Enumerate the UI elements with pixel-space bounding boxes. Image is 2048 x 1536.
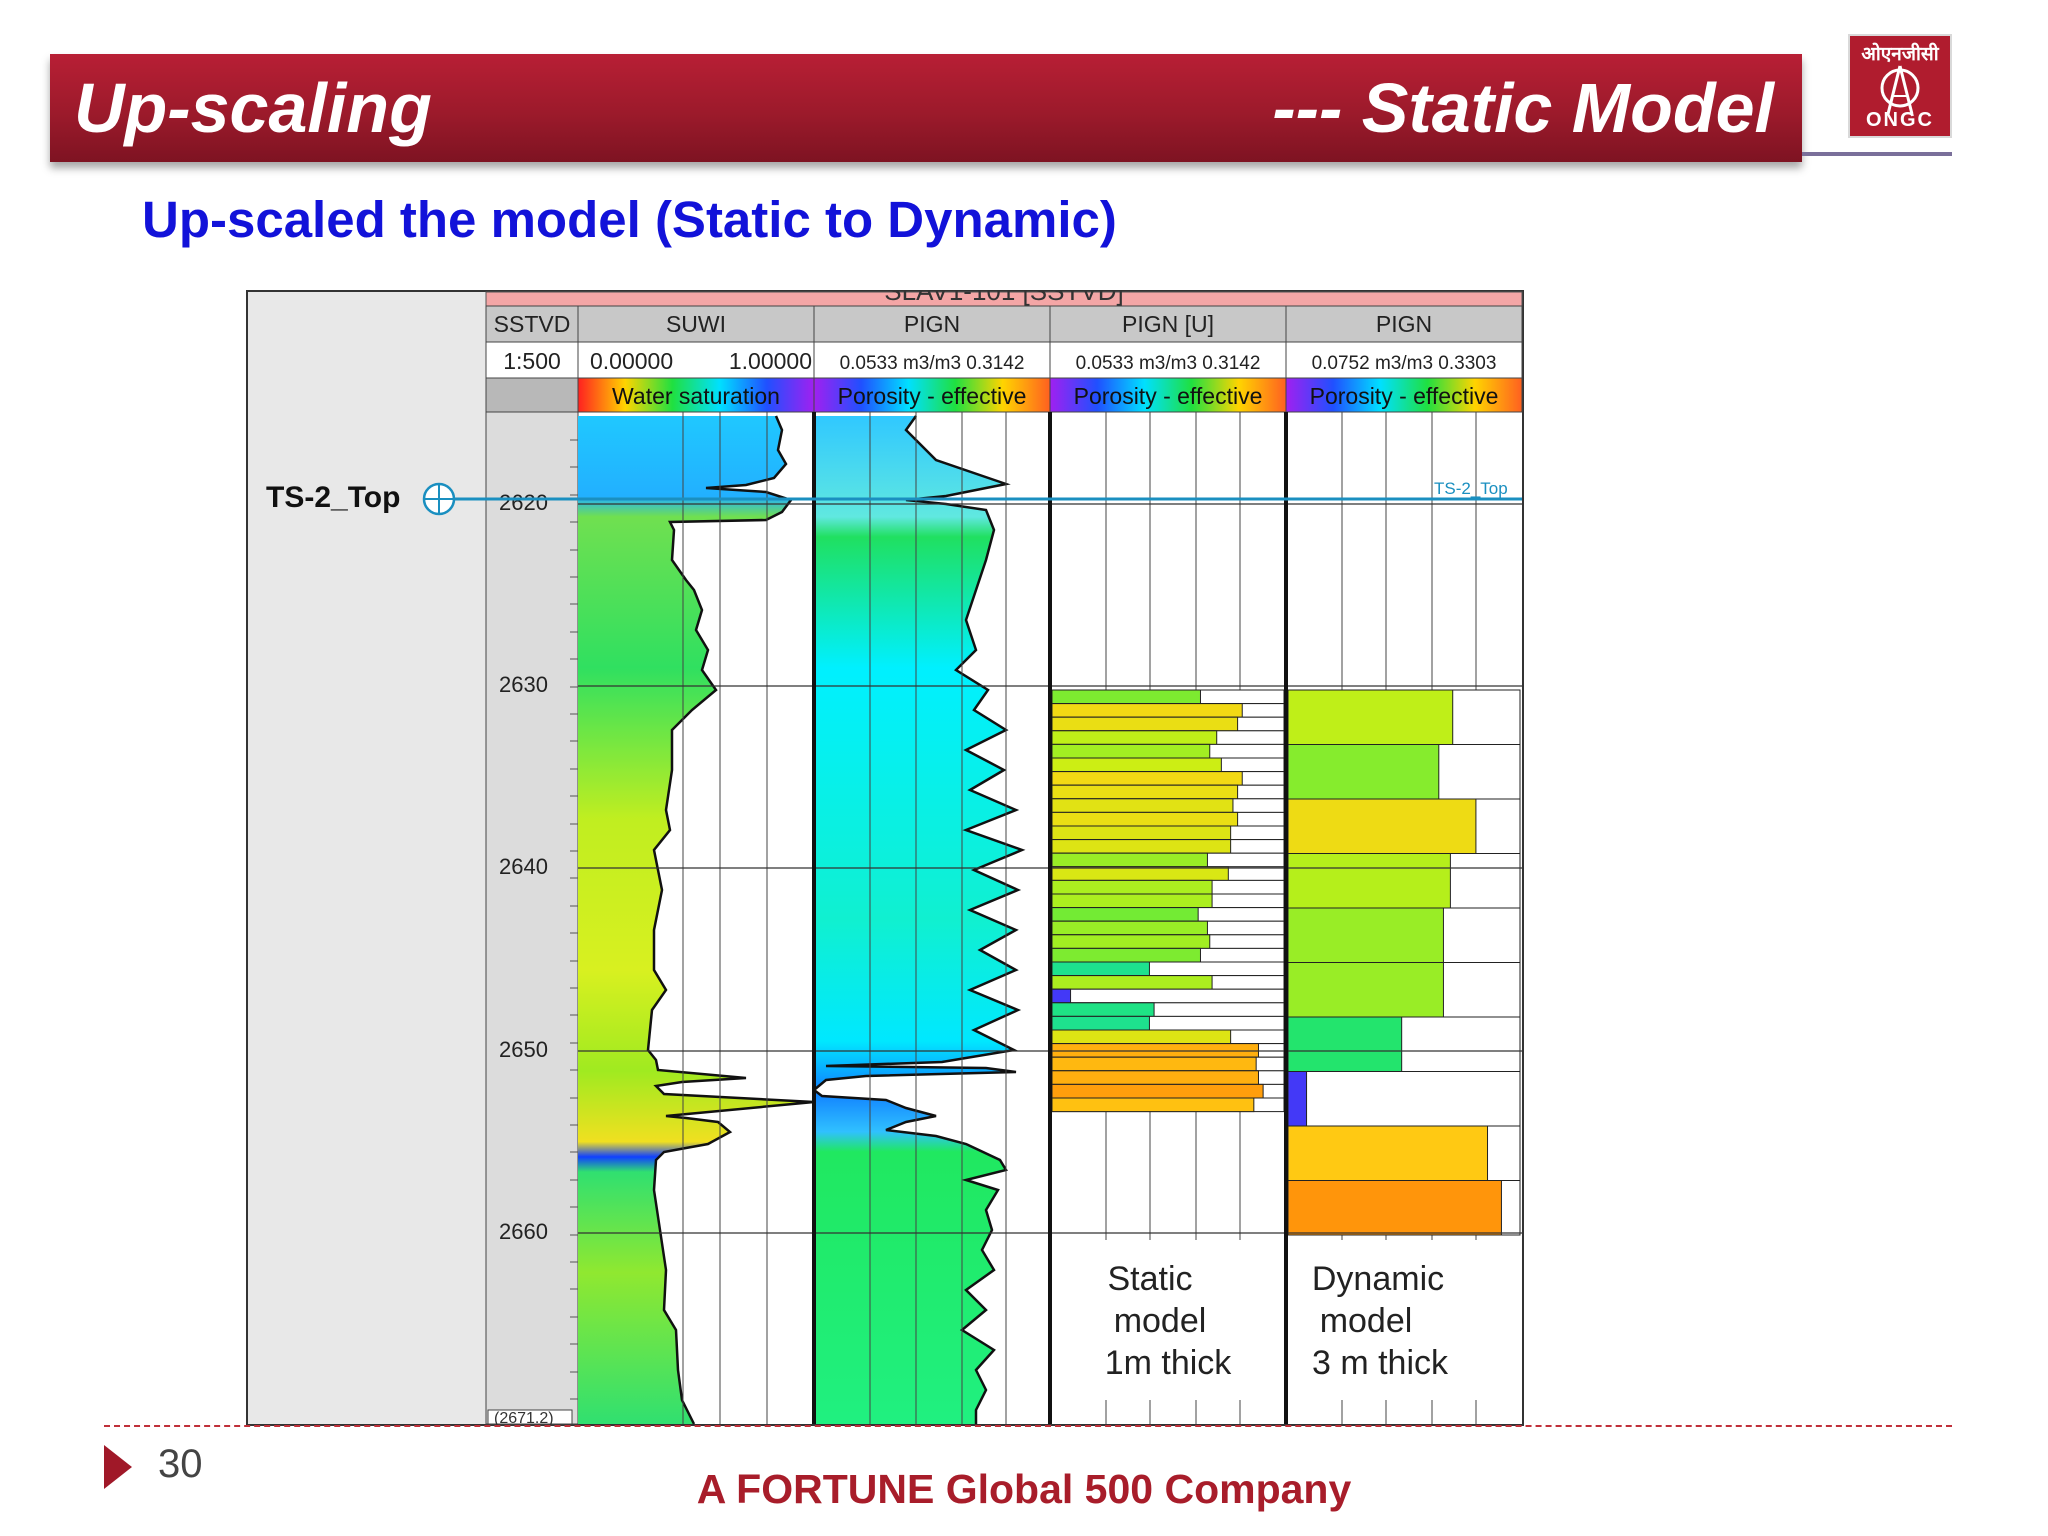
dynamic-model-bar <box>1287 962 1444 1018</box>
static-model-bar <box>1051 703 1243 718</box>
track-scale-pign: 0.0533 m3/m3 0.3142 <box>840 353 1025 374</box>
pign-dynamic-track: Dynamic model 3 m thick <box>1287 412 1521 1424</box>
well-section-figure: SLAV1-101 [SSTVD] SSTVD SUWI PIGN PIGN [… <box>246 290 1524 1427</box>
static-model-bar <box>1051 1002 1155 1017</box>
colorbar-porosity-dynamic <box>1285 377 1523 413</box>
template-porosity-dynamic: Porosity - effective <box>1310 383 1499 409</box>
track-name-suwi: SUWI <box>666 311 726 337</box>
static-model-bar <box>1051 811 1239 827</box>
static-model-bar <box>1051 1097 1255 1113</box>
static-model-bar <box>1051 1083 1264 1099</box>
logo-text: ONGC <box>1866 109 1934 131</box>
static-model-bar <box>1051 920 1208 936</box>
ongc-logo: ओएनजीसी ONGC <box>1848 34 1952 138</box>
marker-panel <box>248 292 486 1424</box>
static-model-bar <box>1051 934 1211 949</box>
dynamic-model-bar <box>1287 1071 1308 1127</box>
static-model-bar <box>1051 730 1218 745</box>
dynamic-model-bar <box>1287 853 1451 909</box>
static-model-bar <box>1051 1070 1259 1085</box>
title-bar: Up-scaling --- Static Model <box>50 54 1802 162</box>
template-water-saturation: Water saturation <box>612 383 780 409</box>
static-model-bar <box>1051 716 1239 732</box>
ts2-top-label: TS-2_Top <box>266 481 400 514</box>
static-model-bar <box>1051 961 1150 977</box>
static-annotation-line1: Static <box>1107 1260 1192 1298</box>
title-underline <box>1802 152 1952 156</box>
static-model-bar-cell <box>1051 988 1285 1004</box>
pign-track <box>811 412 1026 1424</box>
track-scale-pign-dynamic: 0.0752 m3/m3 0.3303 <box>1312 353 1497 374</box>
dynamic-model-bar <box>1287 798 1477 854</box>
dynamic-model-bar <box>1287 1016 1403 1072</box>
ts2-top-track-label: TS-2_Top <box>1434 479 1508 498</box>
static-model-bar <box>1051 743 1211 759</box>
static-model-bar <box>1051 852 1208 868</box>
track-scale-sstvd: 1:500 <box>503 348 561 374</box>
depth-tick-2660: 2660 <box>499 1219 548 1244</box>
track-name-pign-dynamic: PIGN <box>1376 311 1432 337</box>
colorbar-porosity-upscaled <box>1049 377 1287 413</box>
subtitle: Up-scaled the model (Static to Dynamic) <box>142 191 1117 248</box>
static-model-bar <box>1051 784 1239 800</box>
track-name-pign: PIGN <box>904 311 960 337</box>
track-scale-suwi-min: 0.00000 <box>590 348 673 374</box>
dynamic-model-bar <box>1287 1180 1502 1236</box>
static-model-bar <box>1051 893 1213 909</box>
dynamic-model-bar <box>1287 744 1440 800</box>
arrow-icon <box>104 1445 132 1489</box>
template-porosity: Porosity - effective <box>838 383 1027 409</box>
footer-divider <box>104 1425 1952 1427</box>
page-number: 30 <box>158 1442 203 1486</box>
static-model-bar <box>1051 947 1201 963</box>
track-name-pign-u: PIGN [U] <box>1122 311 1214 337</box>
static-model-bar <box>1051 798 1234 813</box>
static-model-bars <box>1051 689 1285 1113</box>
static-model-bar <box>1051 1043 1259 1058</box>
dynamic-annotation-line3: 3 m thick <box>1312 1344 1449 1382</box>
depth-tick-2620: 2620 <box>499 490 548 515</box>
depth-tick-2640: 2640 <box>499 854 548 879</box>
static-model-bar <box>1051 907 1199 922</box>
well-header-text: SLAV1-101 [SSTVD] <box>884 290 1123 306</box>
static-model-bar <box>1051 1056 1257 1072</box>
static-model-bar <box>1051 757 1222 773</box>
depth-tick-2650: 2650 <box>499 1037 548 1062</box>
static-annotation-line3: 1m thick <box>1105 1344 1233 1382</box>
dynamic-model-bars <box>1287 689 1521 1236</box>
dynamic-model-bar <box>1287 907 1444 963</box>
suwi-track <box>578 412 815 1425</box>
static-model-bar <box>1051 866 1229 881</box>
bottom-depth-label: (2671.2) <box>494 1410 554 1427</box>
static-model-bar <box>1051 689 1201 705</box>
track-name-sstvd: SSTVD <box>494 311 571 337</box>
template-porosity-upscaled: Porosity - effective <box>1074 383 1263 409</box>
static-model-bar <box>1051 988 1072 1004</box>
dynamic-annotation-line1: Dynamic <box>1312 1260 1444 1298</box>
track-scale-pign-u: 0.0533 m3/m3 0.3142 <box>1076 353 1261 374</box>
dynamic-model-bar <box>1287 689 1454 745</box>
footer-tagline: A FORTUNE Global 500 Company <box>696 1466 1352 1512</box>
static-model-bar <box>1051 771 1243 786</box>
static-model-bar <box>1051 975 1213 990</box>
static-model-bar <box>1051 1015 1150 1031</box>
track-scale-suwi-max: 1.00000 <box>729 348 812 374</box>
dynamic-annotation-line2: model <box>1320 1302 1413 1340</box>
derrick-icon <box>1880 65 1920 115</box>
static-model-bar <box>1051 879 1213 895</box>
static-model-bar <box>1051 839 1232 854</box>
static-model-bar <box>1051 825 1232 841</box>
depth-track <box>485 411 579 1425</box>
slide-title-right: --- Static Model <box>1272 69 1774 147</box>
static-annotation-line2: model <box>1114 1302 1207 1340</box>
dynamic-model-bar-cell <box>1287 1071 1521 1127</box>
logo-hindi-text: ओएनजीसी <box>1861 44 1939 65</box>
depth-tick-2630: 2630 <box>499 672 548 697</box>
slide-title: Up-scaling <box>74 69 432 147</box>
static-model-bar <box>1051 1029 1232 1045</box>
dynamic-model-bar <box>1287 1125 1489 1181</box>
colorbar-porosity <box>813 377 1051 413</box>
